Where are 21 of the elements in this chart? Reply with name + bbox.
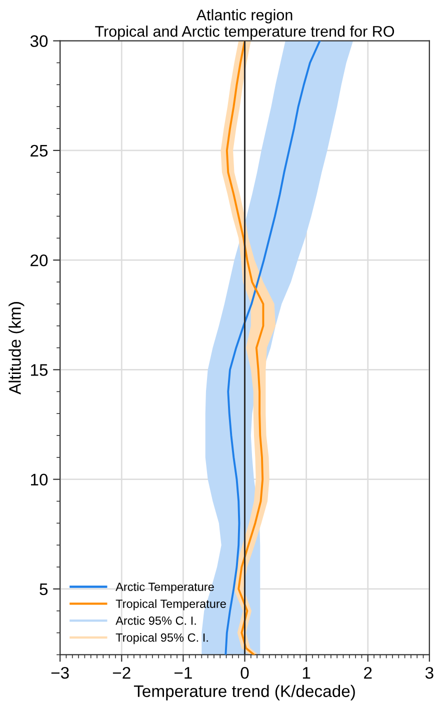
y-axis-title: Altitude (km) [8, 302, 24, 395]
x-tick-label: 1 [302, 667, 310, 679]
y-tick-label: 5 [40, 584, 48, 596]
annotation: Arctic 95% C. I. [116, 616, 196, 625]
y-tick-label: 20 [30, 254, 48, 266]
y-tick-label: 15 [31, 364, 48, 376]
x-axis-title: Temperature trend (K/decade) [134, 684, 355, 700]
y-tick-label: 10 [31, 474, 48, 486]
chart-title: Atlantic region [196, 9, 292, 24]
legend-label: Arctic Temperature [116, 582, 214, 594]
x-tick-label: 2 [364, 666, 372, 679]
x-tick-label: −3 [51, 666, 69, 679]
x-tick-label: 0 [240, 666, 249, 679]
y-tick-label: 30 [30, 35, 48, 48]
x-tick-label: 3 [425, 666, 434, 679]
x-tick-label: −2 [112, 666, 130, 679]
legend-label: Tropical Temperature [116, 599, 226, 610]
annotation: Tropical 95% C. I. [116, 633, 208, 644]
x-tick-label: −1 [174, 667, 192, 679]
y-tick-label: 25 [30, 144, 48, 157]
chart-subtitle: Tropical and Arctic temperature trend for RO [95, 26, 394, 40]
